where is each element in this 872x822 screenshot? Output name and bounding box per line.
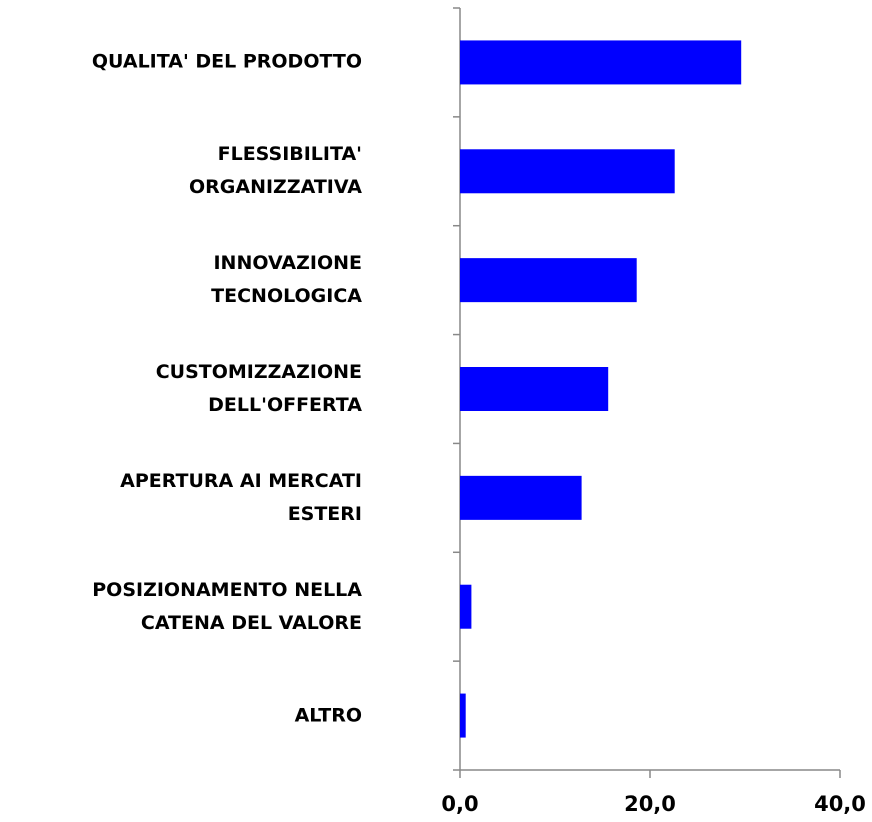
x-tick-label: 0,0 <box>441 792 478 816</box>
bar <box>460 40 742 85</box>
bar <box>460 584 472 629</box>
category-label: INNOVAZIONE TECNOLOGICA <box>211 252 362 308</box>
bar <box>460 258 637 303</box>
category-label: ALTRO <box>294 704 362 727</box>
bar <box>460 475 582 520</box>
category-label: QUALITA' DEL PRODOTTO <box>91 50 362 73</box>
bar <box>460 149 675 194</box>
x-tick-label: 40,0 <box>814 792 866 816</box>
bar <box>460 367 609 411</box>
bar <box>460 693 466 738</box>
category-label: CUSTOMIZZAZIONE DELL'OFFERTA <box>155 361 362 416</box>
category-label: APERTURA AI MERCATI ESTERI <box>120 469 362 525</box>
category-label: FLESSIBILITA' ORGANIZZATIVA <box>189 143 362 199</box>
x-tick-label: 20,0 <box>624 792 676 816</box>
category-label: POSIZIONAMENTO NELLA CATENA DEL VALORE <box>92 578 362 634</box>
